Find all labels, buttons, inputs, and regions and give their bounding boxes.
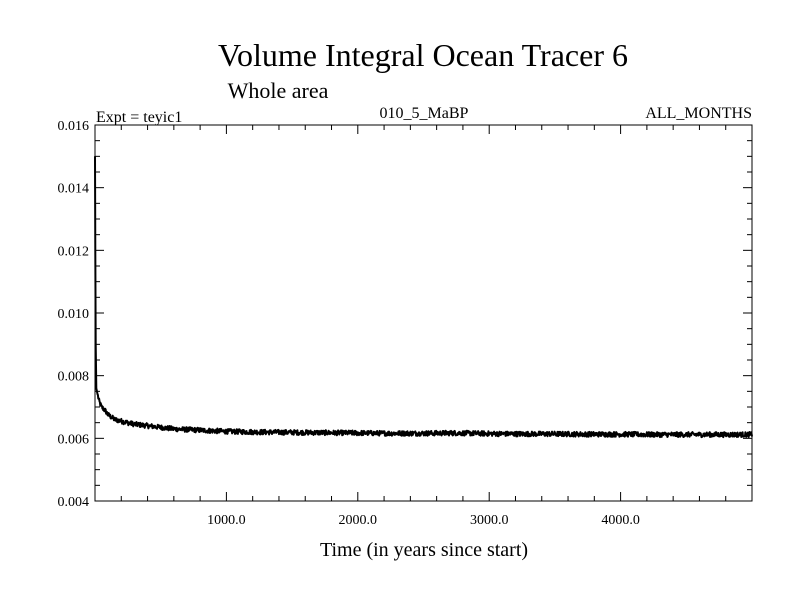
period-label: 010_5_MaBP [380, 105, 469, 122]
x-axis-tick-labels: 1000.0 2000.0 3000.0 4000.0 [207, 513, 640, 528]
chart-subtitle: Whole area [228, 78, 329, 103]
y-tick-label: 0.016 [58, 119, 90, 134]
x-tick-label: 4000.0 [601, 513, 640, 528]
x-tick-label: 3000.0 [470, 513, 509, 528]
x-axis-label: Time (in years since start) [320, 539, 528, 561]
x-tick-label: 1000.0 [207, 513, 246, 528]
y-tick-label: 0.006 [58, 432, 90, 447]
expt-label: Expt = teyic1 [96, 109, 182, 126]
series-line [94, 156, 753, 439]
y-tick-label: 0.012 [58, 244, 90, 259]
y-tick-label: 0.004 [58, 495, 90, 510]
x-axis-ticks [120, 125, 727, 501]
chart-title: Volume Integral Ocean Tracer 6 [218, 37, 628, 73]
x-tick-label: 2000.0 [339, 513, 378, 528]
y-tick-label: 0.010 [58, 307, 90, 322]
plot-frame [94, 124, 753, 502]
y-tick-label: 0.008 [58, 370, 90, 385]
y-tick-label: 0.014 [58, 182, 90, 197]
months-label: ALL_MONTHS [645, 105, 752, 122]
y-axis-ticks [95, 124, 752, 502]
y-axis-tick-labels: 0.004 0.006 0.008 0.010 0.012 0.014 0.016 [58, 119, 90, 510]
